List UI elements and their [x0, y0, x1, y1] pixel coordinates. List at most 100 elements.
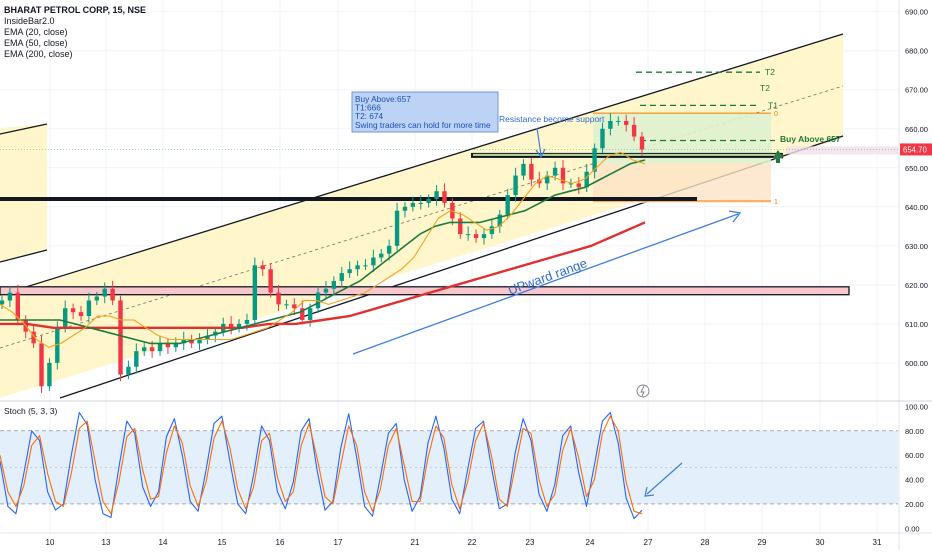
price-tick-label: 660.00: [905, 125, 928, 134]
candle: [402, 206, 408, 211]
stoch-tick-label: 40.00: [905, 476, 924, 485]
lightning-icon: [636, 384, 650, 398]
candle: [497, 214, 502, 227]
candle: [165, 343, 171, 348]
candle: [465, 234, 471, 236]
price-tick-label: 600.00: [905, 359, 928, 368]
resistance-callout-arrow: [536, 127, 542, 156]
channel-left-upper: [0, 123, 48, 135]
indicator-insidebar[interactable]: InsideBar2.0: [4, 16, 55, 26]
candle: [118, 300, 123, 375]
price-tick-label: 610.00: [905, 320, 928, 329]
candle: [205, 335, 210, 340]
risk-zone: [593, 163, 771, 203]
candle: [157, 343, 163, 352]
candle: [7, 292, 13, 301]
candle: [631, 124, 637, 137]
candle: [489, 226, 495, 235]
candle: [181, 339, 186, 344]
candle: [228, 323, 234, 328]
candle: [307, 308, 313, 320]
buy-above-arrowstem: [776, 157, 780, 163]
fib-0-label: 0: [774, 111, 778, 118]
candle: [339, 273, 344, 281]
candle: [529, 163, 534, 180]
candle: [197, 339, 202, 344]
candle: [505, 195, 510, 215]
indicator-ema50[interactable]: EMA (50, close): [4, 38, 68, 48]
candle: [300, 308, 305, 320]
upward-range-arrow: [352, 213, 739, 355]
stoch-pane-label: Stoch (5, 3, 3): [4, 406, 58, 416]
candle: [458, 218, 463, 235]
candle: [347, 269, 352, 274]
candle: [576, 183, 581, 188]
channel-upper-line: [0, 33, 844, 296]
candle: [560, 167, 566, 184]
indicator-ema200[interactable]: EMA (200, close): [4, 49, 73, 59]
candle: [31, 331, 36, 344]
candle: [379, 253, 384, 258]
candle: [276, 292, 281, 305]
target-t2-label-alt: T2: [760, 83, 770, 93]
fib-1-label: 1: [774, 199, 778, 206]
ema50-line: [0, 159, 646, 345]
price-tick-label: 680.00: [905, 47, 928, 56]
time-tick-label: 10: [46, 538, 55, 547]
time-tick-label: 23: [526, 538, 535, 547]
candle: [47, 362, 52, 387]
time-tick-label: 30: [816, 538, 825, 547]
candle: [410, 202, 416, 207]
candle: [15, 292, 21, 320]
candle: [394, 210, 400, 246]
candle: [134, 351, 139, 367]
stoch-d-line: [0, 415, 643, 515]
time-tick-label: 31: [873, 538, 882, 547]
channel-left-lower: [0, 249, 48, 263]
chart-legend: BHARAT PETROL CORP, 15, NSE InsideBar2.0…: [4, 5, 146, 60]
fib-05-label: 0.5: [774, 154, 784, 161]
candle: [94, 296, 100, 301]
buy-above-label: Buy Above 657: [780, 134, 841, 144]
note-box-line: T2: 674: [355, 111, 384, 121]
candle: [552, 167, 558, 176]
indicator-ema20[interactable]: EMA (20, close): [4, 27, 68, 37]
price-tick-label: 670.00: [905, 86, 928, 95]
price-tick-label: 630.00: [905, 242, 928, 251]
candle: [70, 308, 76, 313]
symbol-title: BHARAT PETROL CORP, 15, NSE: [4, 5, 147, 15]
candle: [236, 323, 242, 328]
stoch-tick-label: 100.00: [905, 402, 928, 411]
candle: [623, 120, 629, 125]
price-tick-label: 690.00: [905, 8, 928, 17]
time-tick-label: 29: [758, 538, 767, 547]
note-box-line: Buy Above:657: [355, 94, 411, 104]
candle: [363, 265, 368, 267]
note-box-line: Swing traders can hold for more time: [355, 120, 491, 130]
candle: [426, 199, 431, 203]
candle: [418, 202, 423, 204]
candle: [149, 347, 155, 352]
time-tick-label: 17: [334, 538, 343, 547]
candle: [568, 183, 574, 185]
candle: [260, 265, 265, 270]
stoch-arrowhead: [644, 486, 655, 497]
candle: [126, 366, 131, 375]
upward-range-arrowhead: [728, 210, 742, 223]
time-tick-label: 28: [701, 538, 710, 547]
candle: [78, 312, 84, 317]
candle: [63, 308, 68, 328]
time-tick-label: 27: [644, 538, 653, 547]
candle: [39, 343, 44, 387]
resistance-callout: Resistance become support: [499, 114, 605, 124]
candle: [284, 304, 289, 306]
target-t1-label: T1: [768, 100, 778, 110]
candle: [102, 288, 107, 297]
channel-fill: [0, 34, 843, 398]
stoch-tick-label: 80.00: [905, 427, 924, 436]
candle: [616, 120, 621, 122]
time-tick-label: 21: [411, 538, 420, 547]
candle: [386, 245, 392, 254]
